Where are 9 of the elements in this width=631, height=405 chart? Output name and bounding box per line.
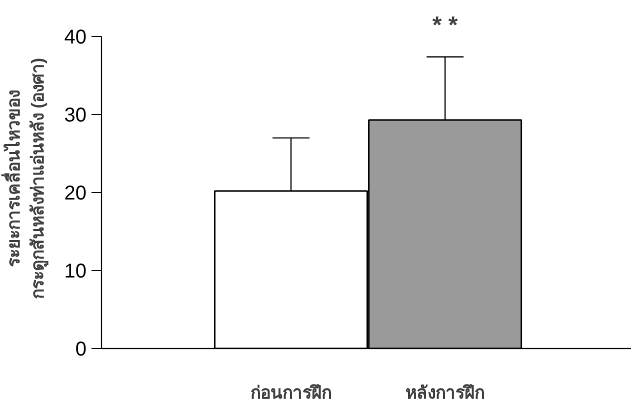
y-tick-label: 40 (64, 26, 87, 49)
annotation: * * (432, 12, 458, 40)
y-tick-label: 0 (75, 338, 86, 360)
y-tick-label: 20 (64, 182, 87, 205)
y-tick-label: 30 (64, 104, 87, 127)
y-tick-label: 10 (64, 260, 87, 283)
y-axis-title: ระยะการเคลื่อนไหวของ กระดูกสันหลังท่าแอ่นหลัง (องศา) (0, 58, 50, 300)
x-tick-label: ก่อนการฝึก (250, 382, 332, 402)
x-tick-label: หลังการฝึก (406, 382, 485, 402)
